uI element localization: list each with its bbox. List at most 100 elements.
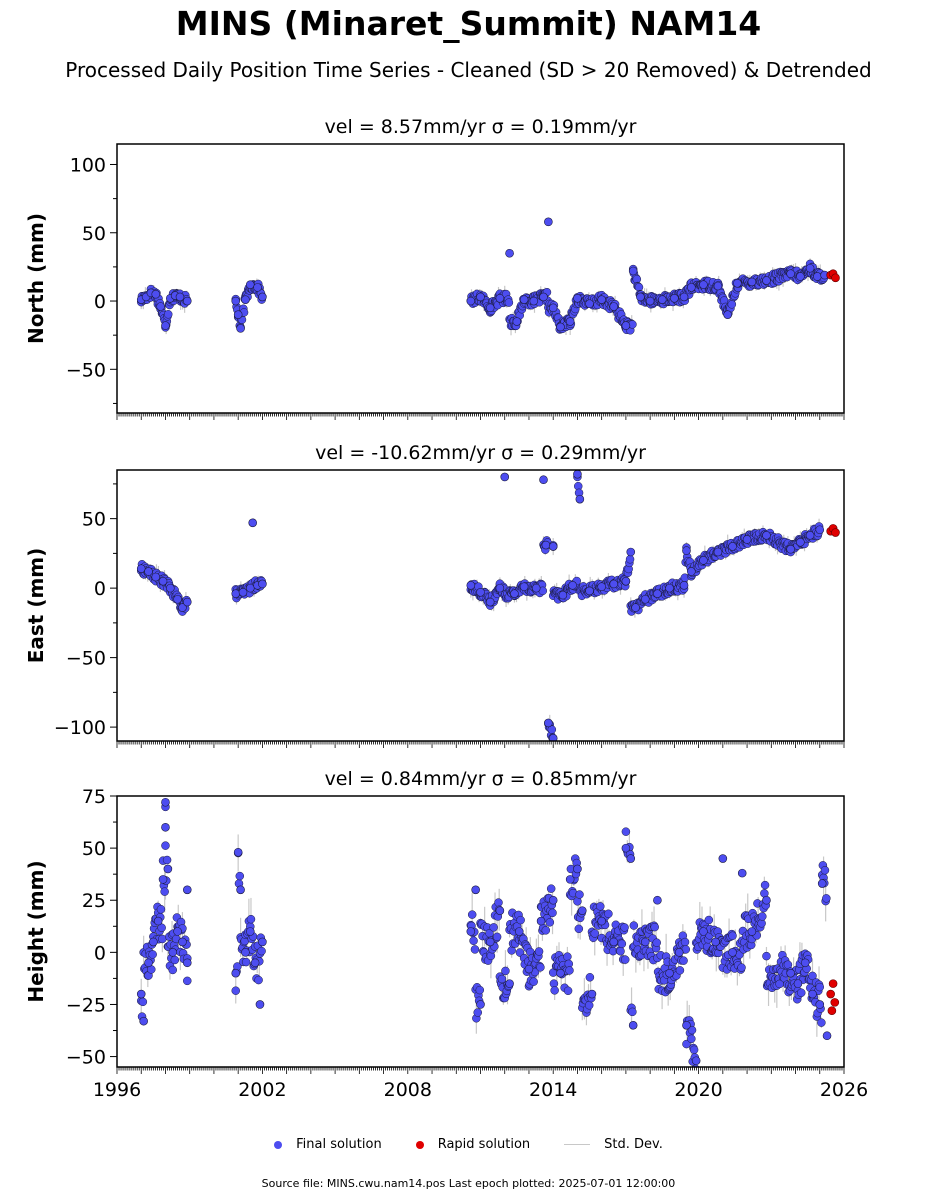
final-point [505,248,514,258]
legend-std-label: Std. Dev. [604,1137,663,1152]
final-point [597,295,606,304]
final-point [250,958,260,968]
final-point [158,576,168,586]
rapid-point [831,528,840,537]
final-point [550,986,559,995]
rapid-point [831,273,840,283]
y-tick-label: 50 [82,223,106,245]
rapid-point [830,998,840,1007]
final-point [489,923,498,932]
final-point [653,895,662,905]
final-point [762,276,771,285]
final-point [817,1018,826,1027]
final-point [728,931,737,941]
final-point [556,322,565,332]
final-point [822,894,831,903]
final-point [800,958,810,968]
final-point [144,958,153,968]
final-point [653,589,662,598]
final-point [687,283,696,292]
final-point [689,1045,699,1055]
final-point [574,924,584,934]
final-point [640,937,650,947]
final-point [565,317,575,326]
final-point [245,583,255,593]
legend: Final solution Rapid solution Std. Dev. [0,1137,937,1152]
y-tick-label: −50 [66,359,106,381]
final-point [548,908,557,918]
final-point [575,890,584,899]
final-point [476,1000,485,1009]
final-point [609,302,619,311]
final-point [485,937,495,947]
final-point [636,292,645,302]
final-point [183,976,192,986]
final-point [590,929,599,938]
final-point [723,310,732,319]
final-point [604,909,613,919]
final-point [621,843,631,853]
final-point [231,986,240,995]
final-point [245,280,255,289]
final-point [149,937,158,947]
final-point [466,296,476,306]
final-point [563,952,572,961]
final-point [585,973,595,982]
final-point [565,966,574,975]
final-point [238,587,248,597]
final-point [548,542,558,551]
final-point [747,927,757,936]
final-point [597,916,606,926]
final-point [536,963,545,972]
panel-title: vel = -10.62mm/yr σ = 0.29mm/yr [315,442,646,464]
legend-rapid-label: Rapid solution [437,1137,531,1152]
final-point [609,579,619,589]
final-point [512,317,522,326]
final-point [178,603,187,612]
final-point [544,718,553,728]
final-point [501,966,510,976]
plot-area [136,797,840,1067]
final-point [500,472,510,482]
y-tick-label: 0 [94,578,106,600]
final-point [577,906,587,915]
final-point [182,296,192,306]
x-tick-label: 2020 [674,1079,722,1101]
final-point [645,296,655,306]
final-point [699,556,708,565]
final-point [254,975,263,985]
final-point [539,475,548,485]
final-point [235,871,245,881]
final-point [471,885,480,895]
final-point [469,936,478,946]
y-ticks: −50 0 50 100 [66,154,117,404]
y-tick-label: 0 [94,291,106,313]
final-point [728,542,737,551]
final-point [258,937,267,947]
final-point [815,1000,825,1009]
x-tick-label: 1996 [93,1079,141,1101]
final-point [609,937,619,947]
final-point [682,1021,691,1030]
final-point [727,300,737,309]
final-point [495,583,505,593]
final-point [161,822,170,832]
panel-title: vel = 0.84mm/yr σ = 0.85mm/yr [325,768,637,790]
final-point [497,974,507,984]
final-point [737,963,746,972]
final-point [796,537,805,547]
final-point [136,989,146,999]
y-axis-label: East (mm) [24,548,48,664]
final-point [485,597,495,607]
final-point [246,914,256,924]
final-point [531,583,541,593]
final-point [670,293,679,303]
final-point [178,937,187,947]
final-point [628,1007,637,1017]
y-tick-label: −50 [66,1047,106,1069]
rapid-point [826,989,835,999]
final-point [687,567,696,576]
final-point [161,797,170,807]
final-point [476,292,485,302]
final-point [628,1021,638,1030]
